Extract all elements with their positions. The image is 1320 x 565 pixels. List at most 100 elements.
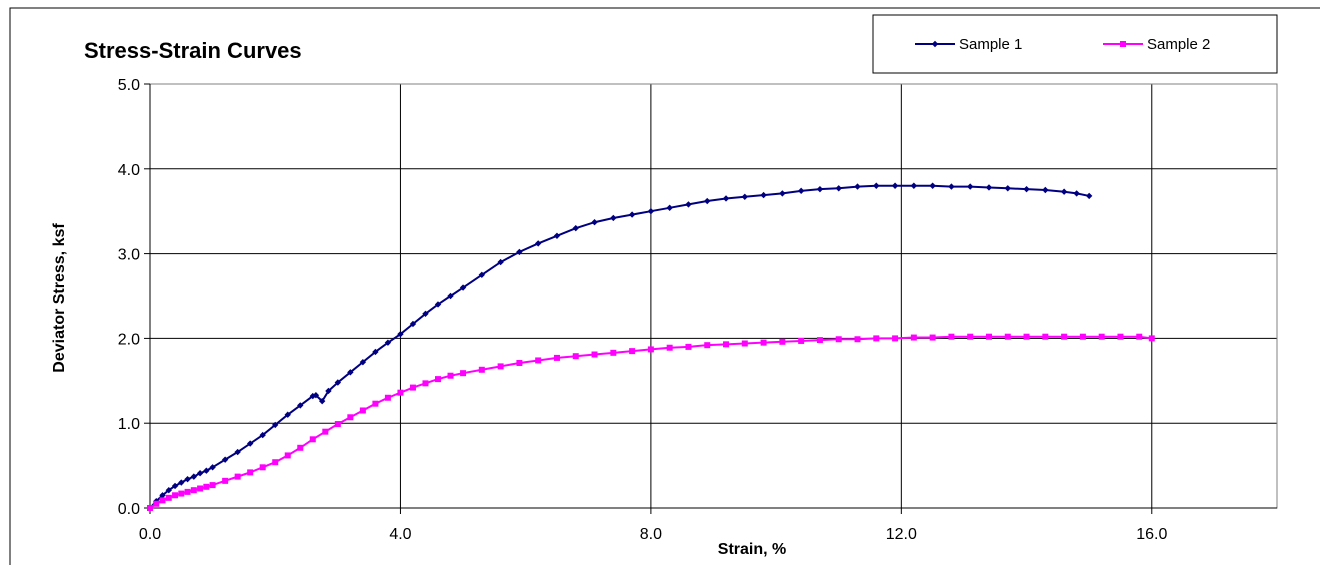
data-point	[312, 392, 320, 399]
legend-label: Sample 2	[1147, 36, 1210, 53]
data-point	[153, 500, 160, 507]
data-point	[203, 467, 210, 474]
data-point	[190, 487, 197, 494]
data-point	[272, 459, 279, 466]
data-point	[948, 333, 955, 340]
data-point	[435, 376, 442, 383]
data-point	[1060, 188, 1068, 195]
data-point	[209, 464, 216, 471]
data-point	[209, 482, 216, 489]
data-point	[178, 490, 185, 497]
data-point	[816, 337, 823, 344]
data-point	[178, 479, 185, 486]
data-point	[478, 366, 485, 373]
data-point	[159, 492, 166, 499]
x-tick-label: 8.0	[640, 526, 662, 543]
data-point	[259, 431, 266, 439]
data-point	[234, 448, 241, 456]
data-point	[722, 195, 730, 202]
data-point	[779, 338, 786, 345]
data-point	[347, 369, 354, 376]
x-tick-label: 4.0	[389, 526, 411, 543]
data-point	[221, 456, 229, 463]
data-point	[835, 336, 842, 343]
data-point	[873, 182, 880, 189]
data-point	[384, 339, 392, 346]
data-point	[459, 284, 467, 291]
data-point	[1148, 335, 1155, 342]
data-point	[325, 387, 332, 395]
data-point	[873, 335, 880, 342]
legend-items: Sample 1 Sample 2	[915, 36, 1210, 53]
data-point	[948, 183, 955, 190]
data-point	[910, 182, 918, 189]
data-point	[165, 486, 172, 494]
data-point	[171, 482, 179, 490]
x-tick-label: 16.0	[1136, 526, 1167, 543]
x-gridlines	[399, 84, 1153, 508]
y-tick-label: 0.0	[118, 501, 140, 518]
data-point	[535, 357, 542, 364]
data-point	[460, 370, 467, 377]
data-point	[835, 185, 842, 192]
data-point	[422, 380, 429, 387]
data-point	[147, 505, 153, 511]
data-point	[1061, 333, 1068, 340]
data-point	[892, 335, 899, 342]
data-point	[184, 488, 191, 495]
data-point	[246, 440, 254, 447]
data-point	[779, 190, 786, 197]
data-point	[334, 379, 342, 386]
y-tick-label: 2.0	[118, 331, 140, 348]
data-point	[159, 497, 166, 504]
tick-labels: 0.0 1.0 2.0 3.0 4.0 5.0 0.0 4.0 8.0 12.0 16.0	[118, 77, 1168, 543]
data-point	[497, 258, 504, 266]
data-point	[318, 397, 326, 405]
data-point	[553, 232, 561, 239]
y-tick-label: 4.0	[118, 162, 140, 179]
data-point	[297, 402, 304, 409]
data-point	[647, 208, 655, 215]
data-point	[610, 349, 617, 356]
data-point	[284, 452, 291, 459]
data-point	[741, 193, 749, 200]
data-point	[197, 485, 204, 492]
data-point	[422, 310, 429, 318]
data-point	[234, 473, 241, 480]
data-point	[816, 185, 824, 193]
data-point	[359, 358, 367, 366]
legend-swatch-marker	[1120, 41, 1126, 47]
plot-area	[144, 83, 1278, 514]
data-point	[397, 389, 404, 396]
y-tick-label: 5.0	[118, 77, 140, 94]
y-tick-label: 3.0	[118, 247, 140, 264]
x-tick-label: 12.0	[886, 526, 917, 543]
data-point	[309, 436, 316, 443]
x-axis-title: Strain, %	[718, 541, 786, 558]
data-point	[334, 421, 341, 428]
data-point	[572, 224, 579, 232]
data-point	[591, 351, 598, 358]
data-point	[1098, 333, 1105, 340]
data-point	[1023, 333, 1030, 340]
data-point	[372, 348, 379, 356]
data-point	[685, 343, 692, 350]
data-point	[854, 183, 861, 190]
data-point	[447, 372, 454, 379]
chart-title: Stress-Strain Curves	[84, 38, 302, 63]
series-group	[146, 182, 1155, 512]
data-point	[797, 187, 805, 195]
data-point	[259, 464, 266, 471]
data-point	[397, 330, 404, 338]
data-point	[741, 340, 748, 347]
data-point	[1042, 333, 1049, 340]
data-point	[572, 353, 579, 360]
data-point	[1073, 190, 1080, 197]
data-point	[685, 201, 692, 208]
data-point	[929, 182, 936, 189]
data-point	[704, 197, 711, 205]
data-point	[704, 342, 711, 349]
y-tick-label: 1.0	[118, 416, 140, 433]
